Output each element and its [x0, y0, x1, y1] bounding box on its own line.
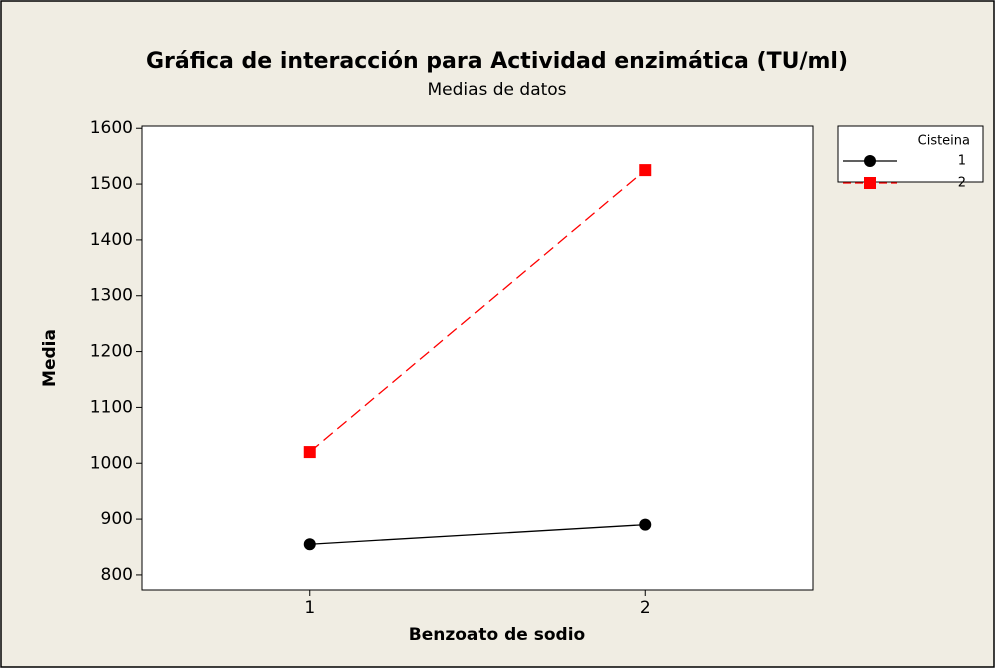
y-axis-label: Media: [40, 329, 60, 387]
legend-box: [837, 125, 984, 183]
y-tick-label: 1100: [90, 397, 133, 417]
y-tick-label: 1600: [90, 118, 133, 138]
chart-subtitle: Medias de datos: [427, 80, 566, 100]
y-tick-label: 1400: [90, 230, 133, 250]
y-tick-label: 1200: [90, 342, 133, 362]
legend-title: Cisteina: [918, 134, 970, 149]
legend-marker: [864, 155, 876, 167]
point: [303, 538, 316, 551]
x-axis-label: Benzoato de sodio: [409, 625, 585, 645]
legend-marker: [864, 177, 876, 189]
y-tick-label: 1500: [90, 174, 133, 194]
y-tick-label: 800: [101, 565, 133, 585]
x-tick-label: 1: [304, 598, 315, 618]
series-line: [309, 524, 646, 545]
point: [639, 164, 652, 177]
chart-title: Gráfica de interacción para Actividad en…: [146, 49, 848, 74]
point: [303, 446, 316, 459]
y-tick-label: 1000: [90, 453, 133, 473]
x-tick-label: 2: [640, 598, 651, 618]
series-line: [309, 169, 646, 453]
point: [639, 518, 652, 531]
plot-area: [141, 125, 814, 591]
legend-label: 2: [958, 176, 966, 191]
y-tick-label: 1300: [90, 286, 133, 306]
y-tick-label: 900: [101, 509, 133, 529]
legend-label: 1: [958, 154, 966, 169]
